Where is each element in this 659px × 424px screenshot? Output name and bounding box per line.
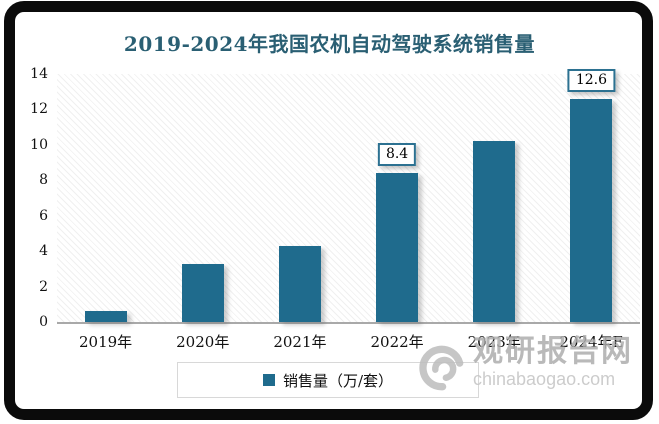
legend-label: 销售量（万/套） — [282, 371, 394, 390]
y-tick-label: 10 — [30, 136, 48, 153]
data-label: 12.6 — [567, 68, 615, 92]
x-tick-label: 2020年 — [176, 333, 230, 351]
y-tick-label: 8 — [39, 172, 48, 189]
x-tick-label: 2021年 — [273, 333, 327, 351]
x-tick-label: 2023年 — [467, 333, 521, 351]
bar-2024年E — [570, 98, 613, 322]
x-tick-label: 2022年 — [370, 333, 424, 351]
x-tick-label: 2024年E — [559, 333, 624, 351]
bar-2022年 — [376, 173, 419, 322]
bar-2023年 — [473, 141, 516, 322]
chart-title: 2019-2024年我国农机自动驾驶系统销售量 — [123, 32, 536, 56]
y-tick-label: 2 — [39, 278, 48, 295]
data-label: 8.4 — [377, 143, 417, 167]
bar-2020年 — [181, 263, 224, 322]
legend: 销售量（万/套） — [177, 362, 479, 398]
bar-2019年 — [84, 311, 127, 322]
y-tick-label: 14 — [30, 66, 48, 82]
y-tick-label: 12 — [30, 101, 48, 118]
y-tick-label: 6 — [39, 207, 48, 224]
watermark-site-url: chinabaogao.com — [473, 369, 616, 389]
bar-2021年 — [278, 245, 321, 322]
y-tick-label: 4 — [39, 243, 48, 260]
x-tick-label: 2019年 — [78, 333, 133, 351]
y-tick-label: 0 — [39, 314, 48, 330]
plot-area — [57, 74, 640, 324]
legend-swatch — [262, 374, 275, 386]
